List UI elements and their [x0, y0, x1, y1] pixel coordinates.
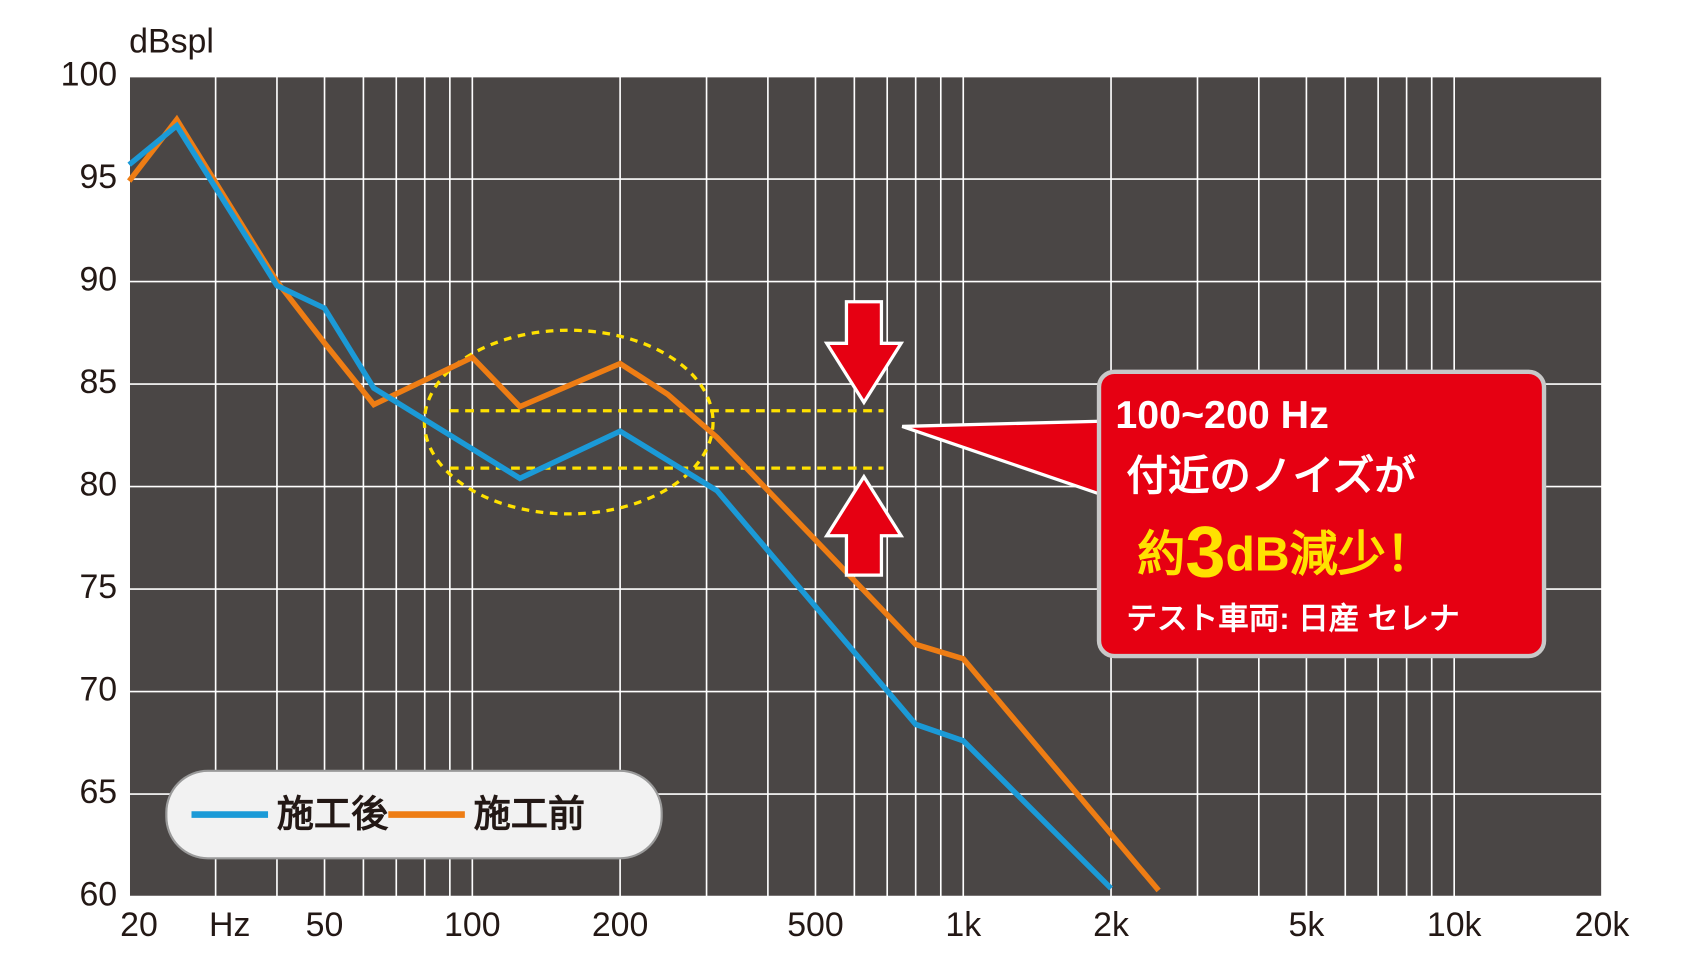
x-tick-label: 200 — [592, 906, 649, 944]
legend: 施工後 施工前 — [191, 793, 585, 835]
x-tick-label: 20k — [1575, 906, 1630, 944]
y-tick-label: 80 — [79, 466, 117, 504]
callout-line: 100~200 Hz — [1115, 393, 1328, 437]
legend-label: 施工後 — [277, 793, 389, 835]
x-tick-label: 1k — [945, 906, 981, 944]
legend-label: 施工前 — [474, 793, 585, 835]
down-arrow — [823, 300, 905, 406]
y-tick-label: 75 — [79, 568, 117, 606]
y-axis-label: dBspl — [129, 23, 214, 61]
x-tick-label: 20 — [120, 906, 158, 944]
y-tick-label: 90 — [79, 261, 117, 299]
callout-part: dB減少！ — [1226, 527, 1434, 581]
series — [127, 114, 1161, 893]
callout-part: 3 — [1185, 513, 1225, 593]
x-tick-label: 500 — [787, 906, 844, 944]
x-tick-label: 100 — [444, 906, 501, 944]
x-tick-label: 5k — [1289, 906, 1325, 944]
reference-lines — [449, 409, 884, 470]
grid — [128, 75, 1603, 898]
up-arrow — [823, 473, 905, 577]
y-tick-label: 100 — [61, 55, 118, 93]
x-tick-label: 10k — [1427, 906, 1482, 944]
y-tick-label: 85 — [79, 363, 117, 401]
y-tick-label: 65 — [79, 773, 117, 811]
y-tick-label: 95 — [79, 158, 117, 196]
ticks: 60 65 70 75 80 85 90 95 100 20 50 100 200 500 1k 2k 5k 10… — [61, 55, 1630, 944]
x-axis-label: Hz — [209, 906, 250, 944]
callout-part: 約 — [1137, 527, 1185, 581]
y-tick-label: 60 — [79, 876, 117, 914]
callout-note: テスト車両: 日産 セレナ — [1126, 602, 1459, 636]
callout-line: 付近のノイズが — [1126, 452, 1416, 499]
x-tick-label: 50 — [306, 906, 344, 944]
y-tick-label: 70 — [79, 671, 117, 709]
series-line — [127, 121, 1113, 891]
x-tick-label: 2k — [1093, 906, 1129, 944]
callout-box — [1096, 369, 1547, 659]
callout-highlight: 約3dB減少！ — [1137, 513, 1434, 593]
